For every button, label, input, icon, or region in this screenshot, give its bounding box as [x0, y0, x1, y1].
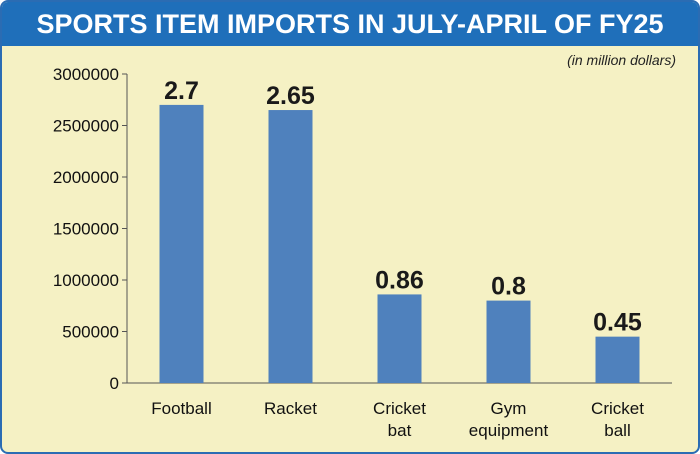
bar-value-label: 0.8 [491, 273, 526, 301]
y-tick-label: 1000000 [53, 271, 119, 290]
x-tick-label: Racket [264, 399, 317, 418]
bar [268, 110, 313, 384]
chart-unit-note: (in million dollars) [567, 52, 676, 68]
bar-value-label: 2.65 [266, 82, 315, 110]
bar [159, 104, 204, 384]
bar-value-label: 2.7 [164, 77, 199, 105]
bar-value-label: 0.86 [375, 266, 424, 294]
bar [486, 300, 531, 383]
title-bar [2, 2, 698, 46]
x-tick-label: ball [604, 421, 630, 440]
y-tick-label: 3000000 [53, 65, 119, 84]
y-tick-label: 2500000 [53, 117, 119, 136]
bar [377, 294, 422, 383]
x-tick-label: Football [151, 399, 211, 418]
x-tick-label: Gym [491, 399, 527, 418]
bar [595, 336, 640, 383]
x-tick-label: Cricket [373, 399, 426, 418]
x-tick-label: bat [388, 421, 412, 440]
y-tick-label: 2000000 [53, 168, 119, 187]
chart-title: SPORTS ITEM IMPORTS IN JULY-APRIL OF FY2… [36, 9, 664, 39]
bar-value-label: 0.45 [593, 309, 642, 337]
y-tick-label: 0 [110, 374, 119, 393]
y-tick-label: 500000 [62, 323, 119, 342]
x-tick-label: equipment [469, 421, 549, 440]
x-tick-label: Cricket [591, 399, 644, 418]
y-tick-label: 1500000 [53, 220, 119, 239]
